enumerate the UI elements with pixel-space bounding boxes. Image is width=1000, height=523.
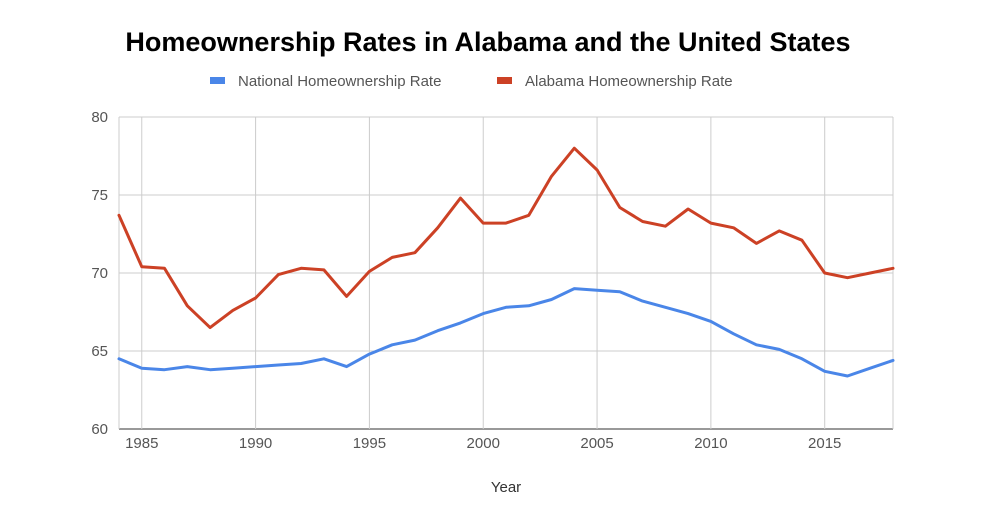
legend-label: National Homeownership Rate: [238, 73, 441, 90]
y-tick-label: 70: [91, 265, 108, 282]
y-tick-label: 80: [91, 109, 108, 126]
legend-swatch: [210, 77, 225, 84]
series-line-alabama: [117, 146, 895, 330]
y-axis-ticks: 60 65 70 75 80: [91, 109, 108, 438]
x-axis-title: Year: [491, 479, 521, 496]
chart-title: Homeownership Rates in Alabama and the U…: [125, 27, 850, 57]
x-tick-label: 2005: [580, 435, 613, 452]
x-tick-label: 1985: [125, 435, 158, 452]
x-tick-label: 1995: [353, 435, 386, 452]
chart-series: [117, 146, 895, 378]
x-tick-label: 2000: [467, 435, 500, 452]
x-tick-label: 2015: [808, 435, 841, 452]
chart-legend: National Homeownership Rate Alabama Homeo…: [210, 73, 733, 90]
series-line-national: [117, 287, 895, 378]
chart-grid: [118, 116, 894, 430]
y-tick-label: 75: [91, 187, 108, 204]
x-tick-label: 2010: [694, 435, 727, 452]
legend-swatch: [497, 77, 512, 84]
y-tick-label: 65: [91, 343, 108, 360]
x-tick-label: 1990: [239, 435, 272, 452]
legend-label: Alabama Homeownership Rate: [525, 73, 733, 90]
x-axis-ticks: 1985 1990 1995 2000 2005 2010 2015: [125, 435, 841, 452]
y-tick-label: 60: [91, 421, 108, 438]
